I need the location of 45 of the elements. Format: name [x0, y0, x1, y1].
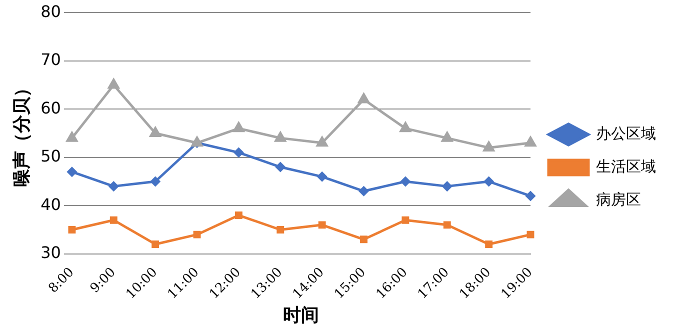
- point: [108, 182, 118, 192]
- x-axis-title: 时间: [283, 304, 320, 326]
- point: [400, 176, 410, 186]
- point: [360, 236, 368, 244]
- point: [483, 141, 494, 152]
- legend-label: 病房区: [596, 190, 641, 208]
- point: [276, 162, 286, 172]
- point: [485, 240, 493, 248]
- point: [67, 167, 77, 177]
- point: [484, 176, 494, 186]
- point: [108, 78, 120, 89]
- point: [402, 216, 410, 224]
- y-tick-label: 50: [40, 146, 61, 166]
- y-tick-label: 40: [40, 194, 61, 214]
- point: [276, 226, 284, 234]
- point: [443, 221, 451, 229]
- point: [318, 221, 326, 229]
- point: [359, 186, 369, 196]
- y-tick-label: 60: [40, 98, 61, 118]
- point: [193, 230, 201, 238]
- point: [526, 191, 536, 201]
- point: [234, 148, 244, 158]
- point: [358, 93, 370, 104]
- point: [316, 136, 328, 147]
- point: [152, 240, 160, 248]
- point: [442, 132, 453, 142]
- point: [524, 136, 536, 147]
- point: [526, 230, 534, 238]
- y-axis-title: 噪声（分贝）: [11, 79, 32, 188]
- point: [234, 212, 242, 219]
- point: [68, 226, 76, 234]
- point: [400, 122, 412, 132]
- point: [274, 132, 286, 142]
- y-tick-label: 70: [40, 50, 61, 70]
- y-tick-label: 30: [40, 243, 61, 262]
- point: [66, 132, 78, 142]
- point: [110, 216, 118, 224]
- y-tick-label: 80: [40, 2, 61, 21]
- legend-label: 办公区域: [596, 124, 656, 142]
- point: [150, 126, 161, 137]
- point: [317, 172, 327, 182]
- point: [442, 182, 452, 192]
- point: [150, 176, 160, 186]
- point: [233, 122, 244, 132]
- legend-label: 生活区域: [596, 157, 656, 176]
